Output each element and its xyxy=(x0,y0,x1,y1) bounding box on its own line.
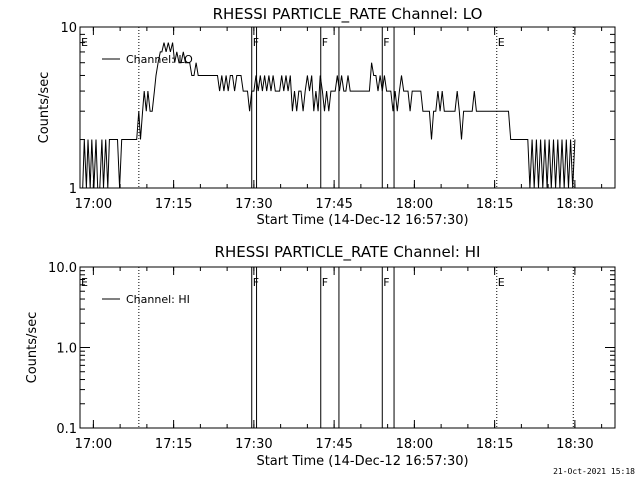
series-line xyxy=(82,42,576,189)
y-tick-label: 0.1 xyxy=(56,422,77,437)
timestamp: 21-Oct-2021 15:18 xyxy=(553,467,635,476)
flag-label: F xyxy=(383,36,389,49)
x-tick-label: 18:15 xyxy=(476,197,513,212)
flag-label: F xyxy=(253,276,259,289)
y-tick-label: 1 xyxy=(69,182,77,197)
x-tick-label: 17:15 xyxy=(155,437,192,452)
x-tick-label: 17:30 xyxy=(235,437,272,452)
y-tick-label: 10.0 xyxy=(48,261,77,276)
x-tick-label: 17:00 xyxy=(75,437,112,452)
x-tick-label: 17:30 xyxy=(235,197,272,212)
x-axis-label: Start Time (14-Dec-12 16:57:30) xyxy=(256,454,468,469)
flag-label: E xyxy=(498,36,505,49)
y-tick-label: 10 xyxy=(60,21,77,36)
x-tick-label: 17:00 xyxy=(75,197,112,212)
y-axis-label: Counts/sec xyxy=(37,72,52,144)
flag-label: F xyxy=(322,36,328,49)
y-tick-label: 1.0 xyxy=(56,342,77,357)
legend-entry: Channel: HI xyxy=(126,293,190,306)
plot-frame xyxy=(79,26,616,189)
flag-label: E xyxy=(498,276,505,289)
chart-title: RHESSI PARTICLE_RATE Channel: LO xyxy=(213,5,483,24)
flag-label: E xyxy=(81,36,88,49)
x-tick-label: 17:45 xyxy=(315,197,352,212)
x-tick-label: 18:15 xyxy=(476,437,513,452)
x-tick-label: 18:30 xyxy=(556,197,593,212)
x-tick-label: 17:15 xyxy=(155,197,192,212)
flag-label: F xyxy=(253,36,259,49)
x-axis-label: Start Time (14-Dec-12 16:57:30) xyxy=(256,213,468,228)
x-tick-label: 18:30 xyxy=(556,437,593,452)
y-axis-label: Counts/sec xyxy=(25,312,40,384)
flag-label: E xyxy=(81,276,88,289)
flag-label: F xyxy=(322,276,328,289)
chart-title: RHESSI PARTICLE_RATE Channel: HI xyxy=(215,243,481,262)
x-tick-label: 18:00 xyxy=(396,437,433,452)
x-tick-label: 17:45 xyxy=(315,437,352,452)
x-tick-label: 18:00 xyxy=(396,197,433,212)
flag-label: F xyxy=(383,276,389,289)
